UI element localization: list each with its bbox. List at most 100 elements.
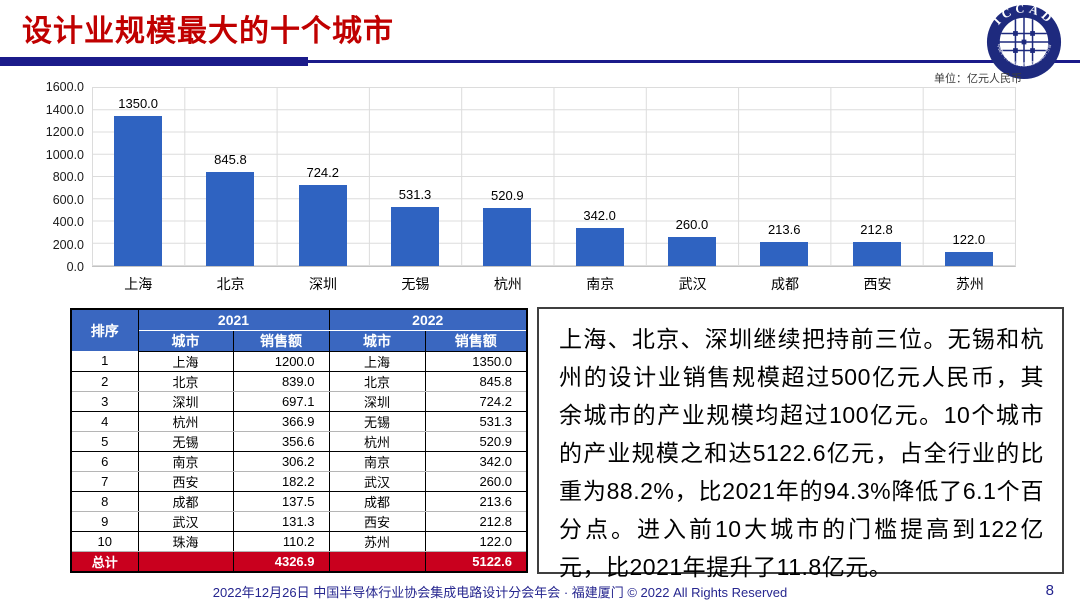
rank-header: 排序 [70,309,139,351]
x-axis-labels: 上海 北京 深圳 无锡 杭州 南京 武汉 成都 西安 苏州 [92,267,1016,293]
bar-value-label: 260.0 [675,217,709,233]
iccad-logo-icon: ICCAD 中国半导体行业协会集成电路设计分会 [986,4,1062,80]
sales-cell: 1200.0 [232,351,330,372]
table-row: 6 南京 306.2 南京 342.0 [70,451,528,472]
rank-cell: 4 [70,411,139,432]
total-label-cell: 总计 [70,551,139,572]
bar-chart: 1600.0 1400.0 1200.0 1000.0 800.0 600.0 400.0 2… [18,80,1016,295]
rank-cell: 10 [70,531,139,552]
total-value-cell [137,551,234,572]
sales-cell: 839.0 [232,371,330,392]
bar-slot: 520.9 [461,88,553,266]
plot-wrapper: 1350.0 845.8 724.2 531.3 520.9 342.0 260.0 213.… [92,87,1016,295]
title-divider-bar [0,57,308,66]
bar-slot: 342.0 [553,88,645,266]
city-cell: 无锡 [328,411,426,432]
city-cell: 上海 [137,351,234,372]
sub-header: 销售额 [232,330,330,352]
bar-value-label: 531.3 [398,186,432,202]
rank-cell: 1 [70,351,139,372]
y-axis-tick: 600.0 [52,192,84,207]
bar-苏州 [944,252,993,266]
sales-cell: 137.5 [232,491,330,512]
city-cell: 深圳 [137,391,234,412]
bar-南京 [575,227,624,266]
x-axis-label: 苏州 [955,276,984,292]
table-row: 9 武汉 131.3 西安 212.8 [70,511,528,532]
y-axis: 1600.0 1400.0 1200.0 1000.0 800.0 600.0 400.0 2… [18,80,92,274]
bar-value-label: 845.8 [214,151,247,167]
table-row: 7 西安 182.2 武汉 260.0 [70,471,528,492]
bar-value-label: 342.0 [583,207,616,223]
city-cell: 苏州 [328,531,426,552]
sales-cell: 306.2 [232,451,330,472]
x-axis-label: 无锡 [401,276,430,292]
sales-cell: 531.3 [424,411,528,432]
page-number: 8 [1045,582,1054,599]
bar-杭州 [483,208,532,266]
x-axis-label: 西安 [863,276,892,292]
bar-slot: 724.2 [277,88,369,266]
sales-cell: 520.9 [424,431,528,452]
sales-cell: 342.0 [424,451,528,472]
bar-value-label: 122.0 [952,232,986,248]
bar-武汉 [667,237,716,266]
commentary-box: 上海、北京、深圳继续把持前三位。无锡和杭州的设计业销售规模超过500亿元人民币，… [537,307,1064,580]
sales-cell: 122.0 [424,531,528,552]
unit-label: 单位：亿元人民币 [934,73,1022,85]
table-row: 4 杭州 366.9 无锡 531.3 [70,411,528,432]
y-axis-tick: 1000.0 [45,147,84,162]
city-cell: 南京 [328,451,426,472]
bar-西安 [852,242,901,266]
sales-cell: 213.6 [424,491,528,512]
city-cell: 北京 [137,371,234,392]
y-axis-tick: 1600.0 [45,80,84,94]
rank-cell: 7 [70,471,139,492]
plot-area: 1350.0 845.8 724.2 531.3 520.9 342.0 260.0 213.… [92,87,1016,267]
y-axis-tick: 0.0 [66,260,84,274]
city-cell: 南京 [137,451,234,472]
sales-cell: 110.2 [232,531,330,552]
sales-cell: 260.0 [424,471,528,492]
table-row: 8 成都 137.5 成都 213.6 [70,491,528,512]
bar-slot: 260.0 [646,88,738,266]
total-value-cell [328,551,426,572]
total-value-cell: 4326.9 [232,551,330,572]
table-row: 10 珠海 110.2 苏州 122.0 [70,531,528,552]
x-axis-label: 南京 [586,276,615,292]
city-cell: 成都 [328,491,426,512]
sales-cell: 182.2 [232,471,330,492]
footer-text: 2022年12月26日 中国半导体行业协会集成电路设计分会年会 · 福建厦门 ©… [212,585,788,600]
sales-cell: 697.1 [232,391,330,412]
sales-cell: 131.3 [232,511,330,532]
rank-cell: 6 [70,451,139,472]
bar-上海 [114,115,163,266]
y-axis-tick: 400.0 [52,215,84,229]
sales-cell: 356.6 [232,431,330,452]
y-axis-tick: 1400.0 [45,102,84,117]
commentary-text: 上海、北京、深圳继续把持前三位。无锡和杭州的设计业销售规模超过500亿元人民币，… [559,326,1044,580]
sub-header: 城市 [137,330,234,352]
city-cell: 北京 [328,371,426,392]
y-axis-tick: 800.0 [52,170,84,184]
sales-cell: 724.2 [424,391,528,412]
bar-slot: 212.8 [830,88,922,266]
city-cell: 无锡 [137,431,234,452]
bar-slot: 845.8 [184,88,276,266]
table-row: 1 上海 1200.0 上海 1350.0 [70,351,528,372]
x-axis-label: 深圳 [309,276,338,292]
x-axis-label: 杭州 [493,276,522,292]
rank-cell: 3 [70,391,139,412]
table-row: 2 北京 839.0 北京 845.8 [70,371,528,392]
bar-value-label: 1350.0 [118,95,159,111]
total-value-cell: 5122.6 [424,551,528,572]
x-axis-label: 北京 [216,276,245,292]
bar-成都 [760,242,809,266]
sub-header: 销售额 [424,330,528,352]
table-row: 3 深圳 697.1 深圳 724.2 [70,391,528,412]
city-cell: 武汉 [137,511,234,532]
sales-cell: 845.8 [424,371,528,392]
bar-无锡 [391,206,440,266]
bar-value-label: 520.9 [491,188,524,204]
